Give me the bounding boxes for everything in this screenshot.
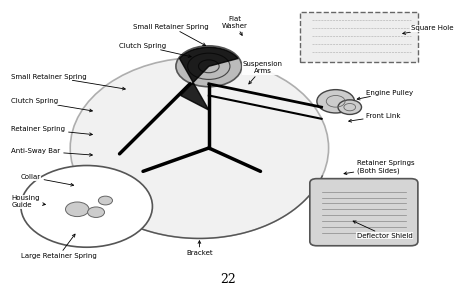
Text: Small Retainer Spring: Small Retainer Spring [133,24,209,46]
Text: Deflector Shield: Deflector Shield [353,221,412,239]
Text: Retainer Spring: Retainer Spring [11,126,92,136]
Text: Suspension
Arms: Suspension Arms [243,61,283,84]
Text: Collar: Collar [21,174,73,186]
Text: Housing
Guide: Housing Guide [11,195,46,208]
Circle shape [338,100,362,115]
Text: Large Retainer Spring: Large Retainer Spring [21,234,97,259]
Text: Anti-Sway Bar: Anti-Sway Bar [11,148,92,156]
Text: Flat
Washer: Flat Washer [222,16,247,35]
Text: Clutch Spring: Clutch Spring [119,43,191,57]
Circle shape [65,202,89,217]
Text: Bracket: Bracket [186,241,213,256]
Circle shape [21,165,153,247]
Text: Retainer Springs
(Both Sides): Retainer Springs (Both Sides) [344,160,414,175]
Ellipse shape [70,57,328,239]
Text: Small Retainer Spring: Small Retainer Spring [11,73,125,90]
FancyBboxPatch shape [310,179,418,246]
Circle shape [88,207,104,218]
FancyBboxPatch shape [301,12,418,62]
Circle shape [176,46,242,87]
Polygon shape [180,47,238,110]
Text: 22: 22 [220,273,236,286]
Text: Square Hole: Square Hole [403,25,453,34]
Text: Clutch Spring: Clutch Spring [11,98,92,112]
Text: Front Link: Front Link [349,113,401,122]
Circle shape [99,196,112,205]
Text: Engine Pulley: Engine Pulley [357,90,413,100]
Circle shape [317,90,355,113]
